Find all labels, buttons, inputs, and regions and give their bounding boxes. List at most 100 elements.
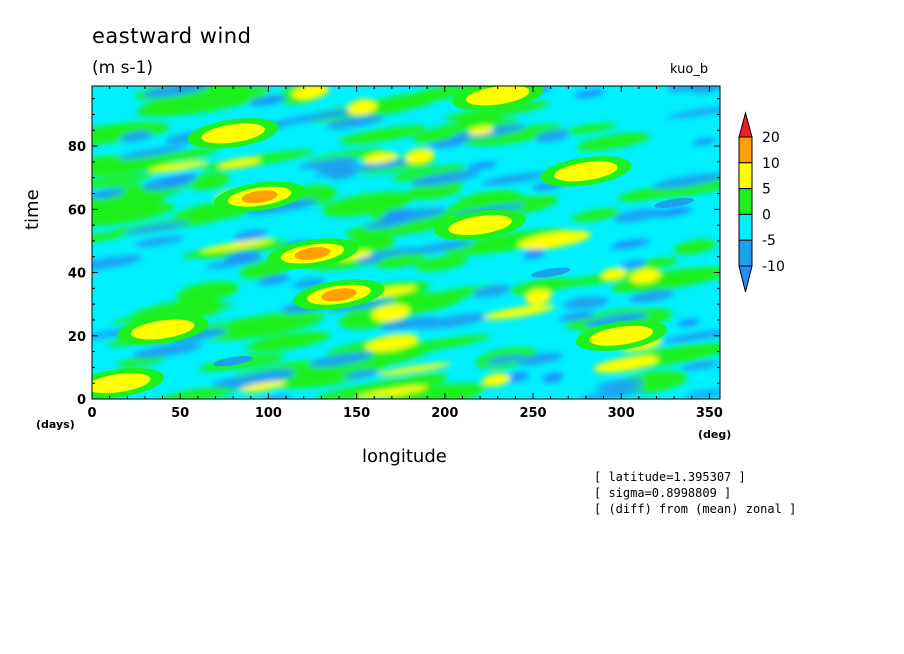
contour-streak (534, 130, 570, 143)
colorbar-label: 0 (762, 207, 771, 223)
contour-streak (245, 331, 331, 352)
contour-streak (134, 236, 184, 247)
colorbar-label: 5 (762, 182, 771, 198)
contour-streak (312, 165, 372, 177)
contour-streak (620, 260, 647, 269)
contour-streak (187, 172, 231, 190)
y-tick-label: 40 (68, 267, 86, 282)
x-tick-label: 100 (255, 406, 282, 421)
feature-mid (130, 319, 195, 340)
contour-streak (119, 131, 153, 142)
note-diff: [ (diff) from (mean) zonal ] (594, 502, 797, 516)
contour-streak (595, 378, 644, 391)
contour-streak (415, 255, 468, 272)
contour-streak (239, 381, 286, 393)
contour-streak (176, 281, 239, 303)
contour-streak (629, 257, 678, 271)
contour-streak (628, 290, 675, 303)
contour-streak (523, 248, 546, 259)
contour-streak (427, 138, 468, 149)
contour-streak (92, 255, 143, 270)
experiment-name: kuo_b (670, 62, 709, 77)
x-axis-unit: (deg) (698, 428, 732, 441)
contour-streak (123, 221, 191, 235)
feature-core (294, 247, 331, 261)
contour-streak (651, 173, 720, 189)
contour-streak (136, 86, 269, 117)
contour-streak (629, 269, 661, 284)
colorbar-box (738, 136, 753, 164)
contour-streak (199, 311, 324, 341)
colorbar-box (738, 213, 753, 241)
contour-streak (327, 299, 395, 312)
contour-streak (405, 148, 434, 164)
contour-streak (196, 240, 293, 259)
contour-streak (684, 389, 720, 399)
contour-streak (365, 333, 419, 352)
contour-streak (234, 369, 296, 385)
contour-streak (162, 173, 198, 185)
colorbar: 20 10 5 0 -5 -10 (738, 111, 785, 293)
contour-streak (298, 159, 339, 170)
contour-streak (377, 362, 452, 376)
feature-negative (530, 267, 571, 278)
contour-streak (467, 161, 499, 170)
contour-streak (321, 191, 415, 217)
contour-streak (374, 254, 426, 269)
contour-streak (257, 275, 291, 285)
colorbar-label: -5 (762, 233, 776, 249)
y-tick-label: 0 (77, 393, 86, 408)
note-latitude: [ latitude=1.395307 ] (594, 470, 746, 484)
x-tick-label: 250 (519, 406, 546, 421)
contour-streak (542, 372, 564, 383)
y-tick-label: 80 (68, 140, 86, 155)
contour-streak (248, 95, 287, 106)
contour-streak (571, 208, 621, 222)
feature-mid (92, 373, 151, 394)
contour-streak (292, 86, 330, 100)
contour-streak (505, 372, 530, 382)
contour-streak (199, 238, 275, 253)
x-tick-label: 200 (431, 406, 458, 421)
contour-streak (558, 312, 595, 321)
contour-streak (660, 328, 720, 344)
contour-streak (485, 355, 525, 365)
feature-core (241, 190, 278, 204)
y-axis-unit: (days) (36, 418, 75, 431)
contour-streak (518, 230, 591, 250)
contour-streak (576, 132, 651, 151)
contour-streak (339, 125, 427, 145)
contour-streak (680, 361, 720, 371)
feature-mid (589, 325, 653, 346)
contour-streak (610, 239, 650, 249)
contour-field (92, 86, 720, 399)
contour-streak (92, 203, 176, 227)
colorbar-box (738, 239, 753, 267)
contour-streak (573, 89, 605, 99)
note-sigma: [ sigma=0.8998809 ] (594, 486, 732, 500)
contour-streak (692, 138, 716, 146)
contour-streak (92, 189, 125, 199)
contour-streak (412, 118, 520, 144)
contour-streak (617, 186, 682, 202)
contour-streak (92, 156, 172, 177)
contour-streak (343, 369, 380, 379)
contour-streak (416, 313, 491, 330)
colorbar-top-arrow (738, 111, 753, 138)
colorbar-bottom-arrow (738, 265, 753, 293)
plot-frame (91, 85, 721, 400)
x-axis-label: longitude (362, 446, 447, 467)
y-tick-label: 60 (68, 203, 86, 218)
contour-streak (524, 289, 552, 305)
contour-streak (690, 86, 720, 94)
contour-streak (356, 385, 428, 399)
contour-streak (225, 251, 261, 262)
contour-streak (406, 240, 474, 254)
contour-streak (380, 316, 439, 331)
contour-streak (204, 257, 264, 269)
feature-mid (448, 215, 512, 236)
x-tick-label: 350 (696, 406, 723, 421)
contour-streak (575, 297, 609, 309)
contour-streak (362, 152, 398, 164)
contour-streak (92, 155, 127, 171)
